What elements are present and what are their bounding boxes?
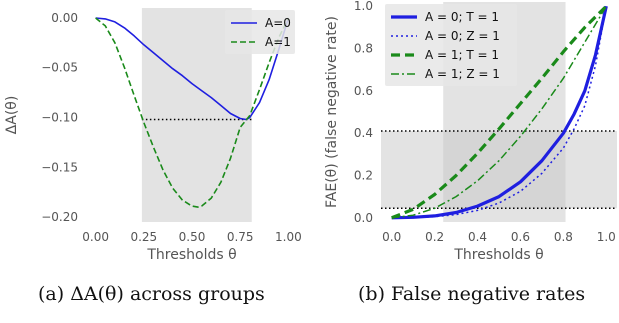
x-tick-label: 1.0 [597, 230, 616, 244]
series-line-0 [95, 17, 290, 121]
legend-label: A=0 [265, 16, 291, 30]
y-tick-label: 0.4 [354, 126, 373, 140]
y-axis-label: FAE(θ) (false negative rate) [324, 16, 340, 208]
y-tick-label: 0.00 [51, 11, 78, 25]
y-tick-label: −0.15 [41, 160, 78, 174]
x-axis-label: Thresholds θ [146, 247, 236, 263]
y-tick-label: −0.10 [41, 110, 78, 124]
legend: A=0A=1 [225, 10, 295, 54]
y-tick-label: 0.0 [354, 211, 373, 225]
series-line-0 [391, 5, 608, 220]
series-line-2 [391, 5, 608, 220]
y-tick-label: 1.0 [354, 0, 373, 13]
legend-label: A = 0; T = 1 [425, 10, 499, 24]
panel-b-fnr-chart: 0.0 0.2 0.4 0.6 0.8 1.0 0.0 0.2 0.4 0.6 0.8 1.0 Thre… [324, 0, 617, 263]
x-tick-label: 0.6 [511, 230, 530, 244]
x-tick-label: 0.2 [425, 230, 444, 244]
y-tick-label: 0.2 [354, 168, 373, 182]
x-tick-label: 1.00 [275, 230, 302, 244]
x-axis-label: Thresholds θ [453, 247, 543, 263]
x-tick-label: 0.75 [227, 230, 254, 244]
y-tick-label: −0.05 [41, 61, 78, 75]
x-tick-label: 0.4 [468, 230, 487, 244]
x-tick-label: 0.00 [82, 230, 109, 244]
legend: A = 0; T = 1 A = 0; Z = 1 A = 1; T = 1 A = … [385, 4, 517, 86]
x-tick-label: 0.0 [382, 230, 401, 244]
y-tick-label: −0.20 [41, 210, 78, 224]
series-line-1 [95, 17, 290, 208]
series-line-3 [391, 5, 607, 219]
y-tick-label: 0.8 [354, 42, 373, 56]
x-tick-label: 0.8 [554, 230, 573, 244]
legend-box [385, 4, 517, 86]
figure: 0.00 0.25 0.50 0.75 1.00 0.00 −0.05 −0.10 −0.15 −… [4, 0, 617, 263]
caption-b: (b) False negative rates [358, 283, 586, 305]
legend-box [225, 10, 295, 54]
caption-a: (a) ΔA(θ) across groups [38, 283, 265, 305]
panel-a-delta-chart: 0.00 0.25 0.50 0.75 1.00 0.00 −0.05 −0.10 −0.15 −… [4, 8, 302, 263]
y-tick-label: 0.6 [354, 84, 373, 98]
y-axis-label: ΔA(θ) [4, 96, 20, 135]
legend-label: A = 1; Z = 1 [425, 67, 500, 81]
x-tick-label: 0.50 [179, 230, 206, 244]
legend-label: A = 1; T = 1 [425, 48, 499, 62]
legend-label: A=1 [265, 35, 291, 49]
legend-label: A = 0; Z = 1 [425, 29, 500, 43]
x-tick-label: 0.25 [130, 230, 157, 244]
